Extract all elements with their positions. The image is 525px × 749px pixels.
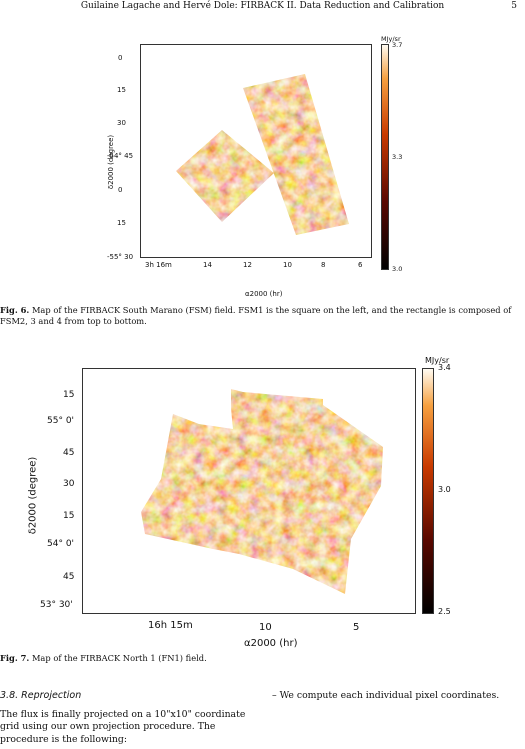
fig7-colorbar-unit: MJy/sr <box>425 356 450 365</box>
fig6-ytick: -55° 30 <box>107 253 134 261</box>
fig7-map <box>141 389 383 594</box>
fig6-xtick: 14 <box>203 261 212 269</box>
left-column: 3.8. Reprojection The flux is finally pr… <box>0 690 255 746</box>
fig7-colorbar-tick: 2.5 <box>438 607 451 616</box>
fig6-ytick: 0 <box>118 186 123 194</box>
fig6-xtick: 10 <box>283 261 292 269</box>
figure-6: 0 15 30 -54° 45 0 15 -55° 30 δ2000 (degr… <box>0 28 525 328</box>
section-heading: 3.8. Reprojection <box>0 690 82 701</box>
fig7-ytick: 54° 0' <box>47 539 75 549</box>
fig7-map-texture <box>141 389 383 594</box>
fig6-caption-label: Fig. 6. <box>0 305 30 315</box>
fig7-ytick: 15 <box>63 390 75 400</box>
fig6-colorbar <box>381 44 389 270</box>
fig6-colorbar-tick: 3.7 <box>392 41 403 49</box>
fig6-ytick: 15 <box>117 219 126 227</box>
fig6-ytick: 0 <box>118 54 123 62</box>
fig7-xtick: 5 <box>353 622 360 633</box>
fig6-colorbar-tick: 3.3 <box>392 153 403 161</box>
fig7-ytick: 55° 0' <box>47 416 75 426</box>
fig7-xlabel: α2000 (hr) <box>244 638 298 649</box>
right-column: – We compute each individual pixel coord… <box>272 690 522 703</box>
fig7-ytick: 15 <box>63 511 75 521</box>
fig7-caption-label: Fig. 7. <box>0 653 30 663</box>
fig7-ylabel: δ2000 (degree) <box>27 456 39 535</box>
fig7-colorbar-tick: 3.0 <box>438 485 451 494</box>
fig7-xtick: 10 <box>259 622 272 633</box>
fig7-xtick: 16h 15m <box>148 620 193 631</box>
fig6-xtick: 8 <box>321 261 326 269</box>
running-title: Guilaine Lagache and Hervé Dole: FIRBACK… <box>80 1 445 11</box>
fig7-ytick: 45 <box>63 448 75 458</box>
fig6-colorbar-tick: 3.0 <box>392 265 403 273</box>
fig7-caption-text: Map of the FIRBACK North 1 (FN1) field. <box>31 653 207 663</box>
fig6-ytick: 15 <box>117 86 126 94</box>
fig6-ytick: -54° 45 <box>107 152 134 160</box>
page-number: 5 <box>511 1 517 11</box>
fig6-xlabel: α2000 (hr) <box>245 290 283 298</box>
fig6-caption: Fig. 6. Map of the FIRBACK South Marano … <box>0 305 520 327</box>
body-paragraph: The flux is finally projected on a 10"x1… <box>0 708 246 745</box>
fig7-ytick: 45 <box>63 572 75 582</box>
fig6-xtick: 6 <box>358 261 363 269</box>
fig7-colorbar <box>422 368 434 614</box>
fig6-xtick: 3h 16m <box>145 261 172 269</box>
fig6-ylabel: δ2000 (degree) <box>107 134 116 190</box>
fig6-ytick: 30 <box>117 119 126 127</box>
bullet-item: – We compute each individual pixel coord… <box>272 690 500 701</box>
fig7-colorbar-tick: 3.4 <box>438 363 451 372</box>
fig6-caption-text: Map of the FIRBACK South Marano (FSM) fi… <box>0 305 512 326</box>
running-header: Guilaine Lagache and Hervé Dole: FIRBACK… <box>0 0 525 14</box>
fig6-xtick: 12 <box>243 261 252 269</box>
fig6-colorbar-unit: MJy/sr <box>381 35 401 43</box>
fig7-ytick: 30 <box>63 479 75 489</box>
fig6-map <box>176 74 349 235</box>
fig7-caption: Fig. 7. Map of the FIRBACK North 1 (FN1)… <box>0 653 520 664</box>
fig7-ytick: 53° 30' <box>40 600 73 610</box>
fig6-map-texture <box>176 74 349 235</box>
figure-7: 15 55° 0' 45 30 15 54° 0' 45 53° 30' δ20… <box>0 350 525 649</box>
